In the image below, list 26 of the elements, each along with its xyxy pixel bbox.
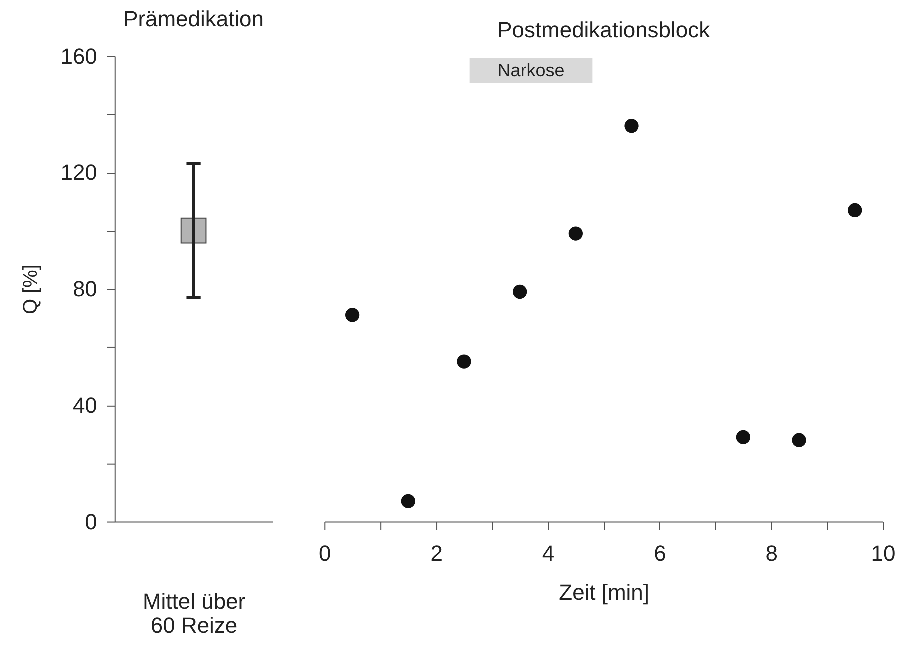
point bbox=[848, 203, 862, 218]
point bbox=[346, 308, 360, 322]
chart-title: Postmedikationsblock bbox=[498, 17, 712, 42]
point bbox=[624, 119, 639, 134]
y-tick-label: 120 bbox=[60, 160, 98, 186]
point bbox=[401, 494, 416, 508]
point bbox=[457, 354, 472, 369]
point bbox=[513, 284, 528, 299]
y-tick-label: 160 bbox=[60, 44, 98, 69]
y-axis-title: Q [%] bbox=[20, 264, 42, 315]
point bbox=[792, 433, 806, 448]
point bbox=[736, 430, 750, 444]
point bbox=[568, 226, 583, 241]
x-tick-label: 0 bbox=[319, 541, 332, 566]
x-tick-label: 10 bbox=[871, 541, 896, 566]
chart-title: Prämedikation bbox=[124, 6, 264, 32]
x-axis-title: Mittel über 60 Reize bbox=[143, 589, 246, 638]
x-tick-label: 2 bbox=[430, 541, 443, 566]
y-tick-label: 40 bbox=[72, 392, 98, 418]
y-tick-label: 80 bbox=[72, 276, 98, 302]
x-tick-label: 4 bbox=[542, 541, 555, 566]
band-label: Narkose bbox=[498, 60, 565, 80]
x-axis-title: Zeit [min] bbox=[559, 580, 650, 606]
x-tick-label: 6 bbox=[654, 541, 666, 566]
x-tick-label: 8 bbox=[766, 541, 778, 566]
y-tick-label: 0 bbox=[85, 509, 98, 534]
